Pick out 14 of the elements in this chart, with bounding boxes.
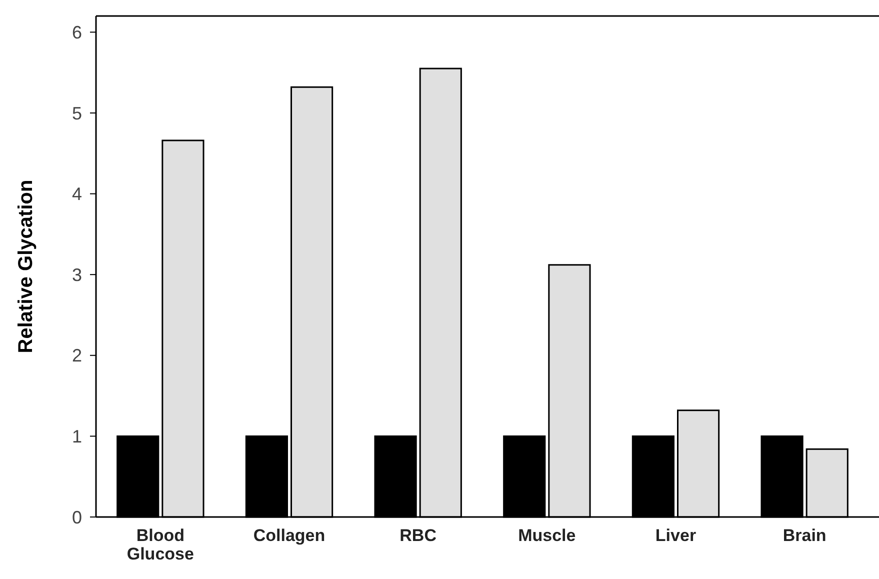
x-tick-label: Collagen <box>253 526 326 545</box>
y-tick-label: 4 <box>72 184 82 204</box>
y-tick-label: 3 <box>72 264 82 285</box>
y-tick-label: 0 <box>72 507 82 528</box>
x-tick-label: Brain <box>782 526 826 545</box>
x-tick-label: RBC <box>400 526 437 545</box>
y-tick-label: 5 <box>72 103 82 124</box>
y-axis-title: Relative Glycation <box>15 180 37 354</box>
y-tick-label: 1 <box>72 426 82 446</box>
x-tick-label: Muscle <box>518 526 576 545</box>
y-tick-label: 6 <box>72 22 82 42</box>
x-tick-label: Liver <box>655 526 696 545</box>
y-tick-label: 2 <box>72 346 82 366</box>
x-tick-label: Blood Glucose <box>126 526 194 564</box>
